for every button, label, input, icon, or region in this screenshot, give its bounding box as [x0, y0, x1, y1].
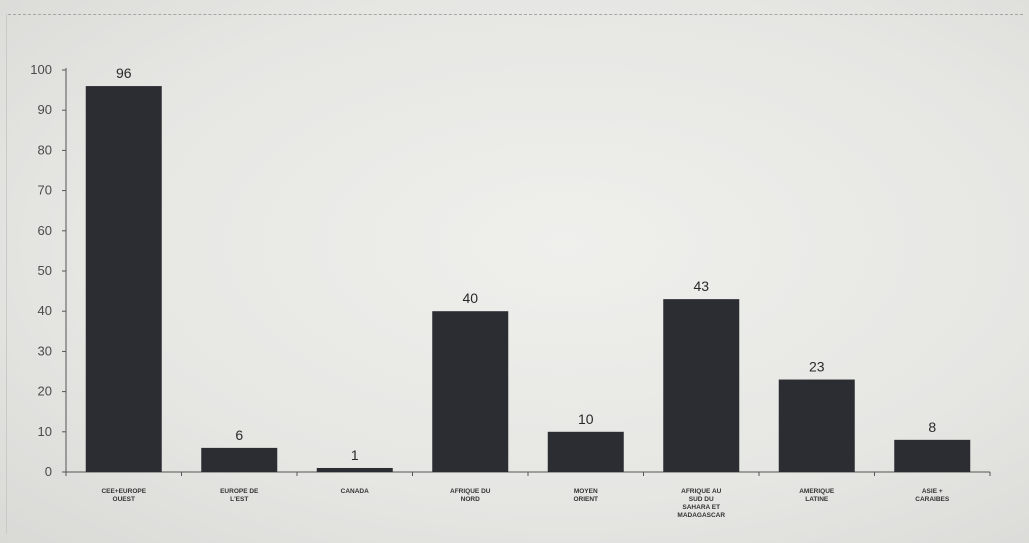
y-tick-label: 0	[45, 464, 52, 479]
category-label-line: NORD	[461, 496, 480, 503]
data-label: 43	[693, 278, 709, 294]
category-label: ASIE + CARAIBES	[915, 488, 950, 503]
category-label: AFRIQUE AU SUD DU SAHARA ET MADAGASCAR	[677, 488, 725, 519]
data-label: 1	[351, 447, 359, 463]
bar	[432, 311, 509, 472]
category-label-line: EUROPE DE	[220, 488, 259, 495]
category-label-line: CARAIBES	[915, 496, 950, 503]
bar	[778, 379, 855, 472]
data-label: 8	[928, 419, 936, 435]
y-tick-label: 30	[38, 343, 52, 358]
y-tick-label: 70	[38, 183, 52, 198]
category-label-line: SAHARA ET	[682, 504, 720, 511]
category-label-line: CEE+EUROPE	[101, 488, 146, 495]
y-tick-label: 10	[38, 424, 52, 439]
category-label: EUROPE DE L'EST	[220, 488, 259, 503]
category-label-line: MADAGASCAR	[677, 512, 725, 519]
category-label-line: ASIE +	[922, 488, 943, 495]
bar	[894, 439, 971, 472]
category-label-line: OUEST	[113, 496, 135, 503]
y-tick-label: 90	[38, 102, 52, 117]
category-label: AMERIQUE LATINE	[799, 488, 835, 503]
left-border	[6, 14, 7, 534]
bar	[547, 431, 624, 472]
data-label: 10	[578, 411, 594, 427]
y-tick-label: 80	[38, 142, 52, 157]
top-dashed-border	[8, 14, 1023, 15]
category-label-line: LATINE	[805, 496, 829, 503]
bar	[201, 447, 278, 472]
y-tick-label: 100	[30, 62, 52, 77]
category-label-line: AFRIQUE DU	[450, 488, 491, 495]
category-label: AFRIQUE DU NORD	[450, 488, 491, 503]
data-label: 6	[235, 427, 243, 443]
category-label-line: SUD DU	[689, 496, 714, 503]
category-label: MOYEN ORIENT	[573, 488, 598, 503]
data-label: 96	[116, 65, 132, 81]
category-label: CANADA	[341, 488, 369, 495]
bar	[663, 299, 740, 472]
category-label: CEE+EUROPE OUEST	[101, 488, 146, 503]
y-tick-label: 20	[38, 384, 52, 399]
bar	[85, 86, 162, 472]
category-label-line: L'EST	[230, 496, 248, 503]
category-label-line: MOYEN	[574, 488, 598, 495]
data-label: 23	[809, 359, 825, 375]
data-label: 40	[462, 290, 478, 306]
bar	[316, 467, 393, 472]
category-label-line: AMERIQUE	[799, 488, 835, 495]
category-label-line: AFRIQUE AU	[681, 488, 722, 495]
y-tick-label: 60	[38, 223, 52, 238]
y-tick-label: 50	[38, 263, 52, 278]
category-label-line: ORIENT	[573, 496, 598, 503]
y-tick-label: 40	[38, 303, 52, 318]
category-label-line: CANADA	[341, 488, 369, 495]
